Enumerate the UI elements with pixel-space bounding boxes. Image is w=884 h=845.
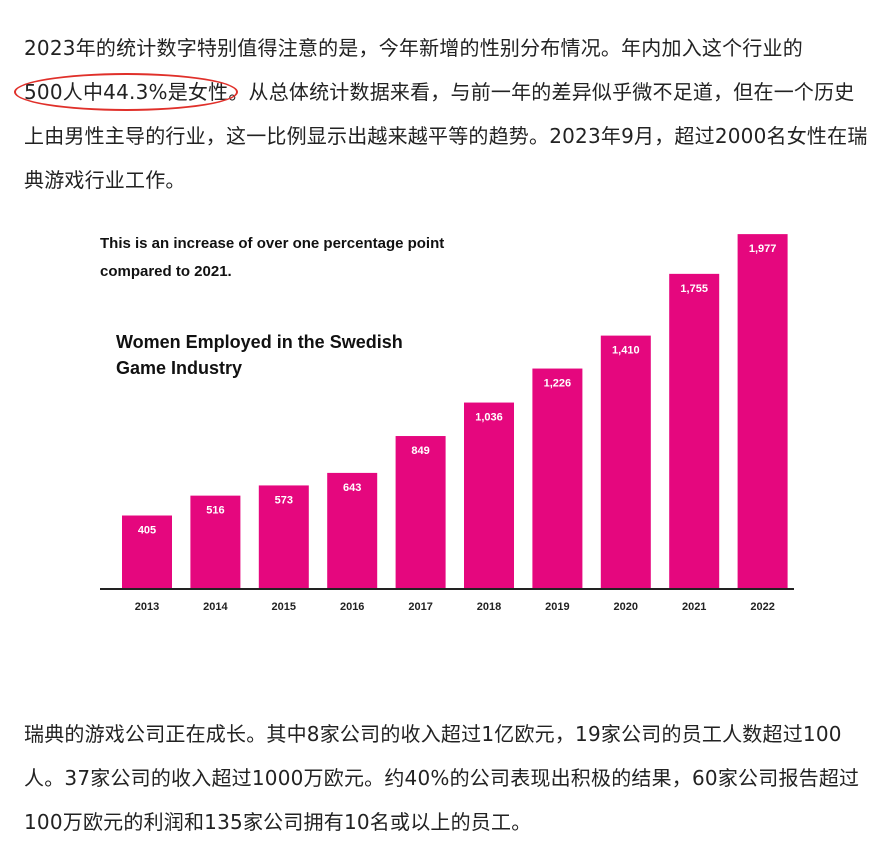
x-tick-label: 2018 [477,601,501,613]
bar-value-label: 1,755 [680,283,708,295]
intro-text-start: 2023年的统计数字特别值得注意的是，今年新增的性别分布情况。年内加入这个行业的 [24,36,803,60]
bar-2017 [395,436,446,588]
bar-2020 [600,335,651,588]
bar-value-label: 573 [275,494,293,506]
x-axis-tick-labels: 2013 2014 2015 2016 2017 2018 2019 2020 2021 2022 [135,601,775,613]
bar-series: 405 516 573 643 849 1,036 1,226 1,410 1,755 1,977 [122,234,788,588]
bar-2018 [464,402,514,588]
x-tick-label: 2016 [340,601,364,613]
highlighted-statistic: 500人中44.3%是女性 [14,70,239,114]
bar-2015 [258,485,309,588]
x-tick-label: 2015 [272,601,296,613]
bar-2022 [737,234,788,588]
bar-value-label: 1,977 [749,243,777,255]
x-tick-label: 2014 [203,601,228,613]
bar-value-label: 405 [138,525,156,537]
bar-2016 [327,472,378,588]
bar-2013 [122,515,172,588]
bar-value-label: 1,410 [612,345,640,357]
chart-caption-line-1: This is an increase of over one percenta… [100,235,444,252]
bar-value-label: 849 [411,445,429,457]
bar-2021 [669,273,720,588]
intro-text-end: 。从总体统计数据来看，与前一年的差异似乎微不足道，但在一个历史上由男性主导的行业… [24,80,868,192]
highlighted-statistic-text: 500人中44.3%是女性 [24,80,229,104]
x-tick-label: 2013 [135,601,159,613]
intro-paragraph: 2023年的统计数字特别值得注意的是，今年新增的性别分布情况。年内加入这个行业的… [14,26,870,202]
chart-caption-line-2: compared to 2021. [100,263,232,280]
companies-paragraph: 瑞典的游戏公司正在成长。其中8家公司的收入超过1亿欧元，19家公司的员工人数超过… [24,722,860,834]
bar-value-label: 643 [343,482,361,494]
x-tick-label: 2017 [408,601,432,613]
x-tick-label: 2019 [545,601,569,613]
x-tick-label: 2020 [614,601,638,613]
bar-value-label: 516 [206,505,224,517]
chart-title-line-2: Game Industry [116,358,242,378]
x-tick-label: 2021 [682,601,706,613]
bar-value-label: 1,226 [544,378,572,390]
women-employed-bar-chart: This is an increase of over one percenta… [100,234,794,613]
bar-value-label: 1,036 [475,412,503,424]
bar-2019 [532,368,583,588]
x-tick-label: 2022 [750,601,774,613]
bar-2014 [190,495,241,588]
chart-title-line-1: Women Employed in the Swedish [116,332,403,352]
